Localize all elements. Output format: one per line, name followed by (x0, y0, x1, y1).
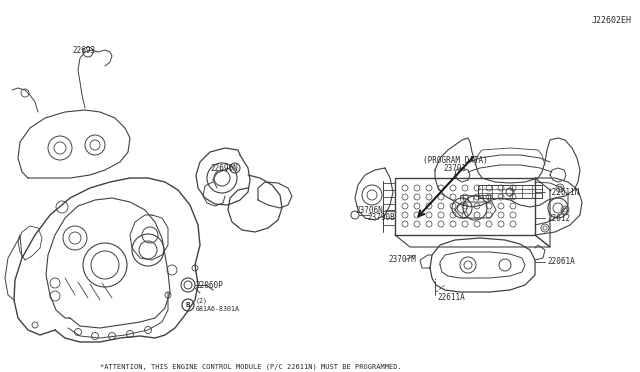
Text: 22612: 22612 (547, 214, 570, 222)
Text: *ATTENTION, THIS ENGINE CONTROL MODULE (P/C 22611N) MUST BE PROGRAMMED.: *ATTENTION, THIS ENGINE CONTROL MODULE (… (100, 364, 402, 370)
Text: 22693: 22693 (72, 45, 95, 55)
Text: 22690N: 22690N (210, 164, 237, 173)
Text: 23706N: 23706N (355, 205, 383, 215)
Text: B: B (186, 302, 190, 308)
Text: 23707M: 23707M (388, 256, 416, 264)
Text: *22611N: *22611N (547, 187, 579, 196)
Text: 22060P: 22060P (195, 280, 223, 289)
Text: J22602EH: J22602EH (592, 16, 632, 25)
Text: (PROGRAM DATA): (PROGRAM DATA) (422, 155, 488, 164)
Text: 081A6-8301A: 081A6-8301A (196, 306, 240, 312)
Text: 23701: 23701 (444, 164, 467, 173)
Text: 23790B: 23790B (367, 212, 395, 221)
Text: (2): (2) (196, 298, 208, 304)
Text: 22611A: 22611A (437, 294, 465, 302)
Text: 22061A: 22061A (547, 257, 575, 266)
